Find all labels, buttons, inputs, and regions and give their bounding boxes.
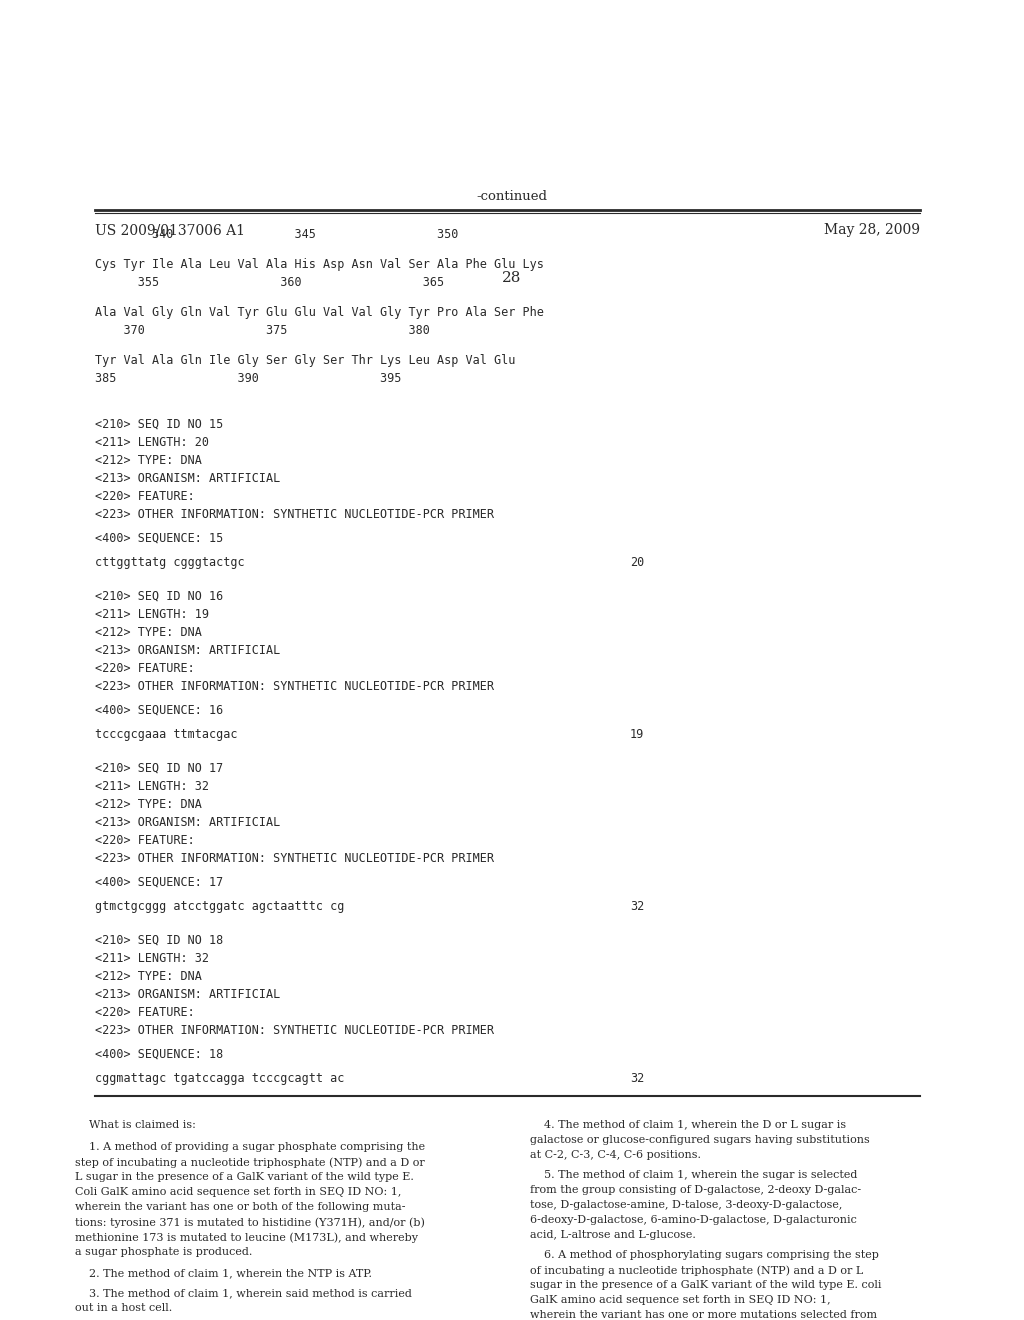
Text: <212> TYPE: DNA: <212> TYPE: DNA [95, 970, 202, 983]
Text: 3. The method of claim 1, wherein said method is carried: 3. The method of claim 1, wherein said m… [75, 1288, 412, 1298]
Text: <213> ORGANISM: ARTIFICIAL: <213> ORGANISM: ARTIFICIAL [95, 473, 281, 484]
Text: <210> SEQ ID NO 15: <210> SEQ ID NO 15 [95, 418, 223, 432]
Text: <213> ORGANISM: ARTIFICIAL: <213> ORGANISM: ARTIFICIAL [95, 987, 281, 1001]
Text: wherein the variant has one or more mutations selected from: wherein the variant has one or more muta… [530, 1309, 878, 1320]
Text: 32: 32 [630, 1072, 644, 1085]
Text: L sugar in the presence of a GalK variant of the wild type E.: L sugar in the presence of a GalK varian… [75, 1172, 414, 1181]
Text: 28: 28 [503, 271, 521, 285]
Text: 355                 360                 365: 355 360 365 [95, 276, 444, 289]
Text: <400> SEQUENCE: 17: <400> SEQUENCE: 17 [95, 876, 223, 888]
Text: <211> LENGTH: 19: <211> LENGTH: 19 [95, 609, 209, 620]
Text: tions: tyrosine 371 is mutated to histidine (Y371H), and/or (b): tions: tyrosine 371 is mutated to histid… [75, 1217, 425, 1228]
Text: <213> ORGANISM: ARTIFICIAL: <213> ORGANISM: ARTIFICIAL [95, 816, 281, 829]
Text: 340                 345                 350: 340 345 350 [95, 228, 459, 242]
Text: <213> ORGANISM: ARTIFICIAL: <213> ORGANISM: ARTIFICIAL [95, 644, 281, 657]
Text: cttggttatg cgggtactgc: cttggttatg cgggtactgc [95, 556, 245, 569]
Text: <212> TYPE: DNA: <212> TYPE: DNA [95, 626, 202, 639]
Text: Tyr Val Ala Gln Ile Gly Ser Gly Ser Thr Lys Leu Asp Val Glu: Tyr Val Ala Gln Ile Gly Ser Gly Ser Thr … [95, 354, 515, 367]
Text: <211> LENGTH: 20: <211> LENGTH: 20 [95, 436, 209, 449]
Text: <211> LENGTH: 32: <211> LENGTH: 32 [95, 952, 209, 965]
Text: 6-deoxy-D-galactose, 6-amino-D-galactose, D-galacturonic: 6-deoxy-D-galactose, 6-amino-D-galactose… [530, 1214, 857, 1225]
Text: at C-2, C-3, C-4, C-6 positions.: at C-2, C-3, C-4, C-6 positions. [530, 1150, 701, 1160]
Text: <212> TYPE: DNA: <212> TYPE: DNA [95, 454, 202, 467]
Text: <210> SEQ ID NO 17: <210> SEQ ID NO 17 [95, 762, 223, 775]
Text: Ala Val Gly Gln Val Tyr Glu Glu Val Val Gly Tyr Pro Ala Ser Phe: Ala Val Gly Gln Val Tyr Glu Glu Val Val … [95, 306, 544, 319]
Text: <223> OTHER INFORMATION: SYNTHETIC NUCLEOTIDE-PCR PRIMER: <223> OTHER INFORMATION: SYNTHETIC NUCLE… [95, 508, 494, 521]
Text: step of incubating a nucleotide triphosphate (NTP) and a D or: step of incubating a nucleotide triphosp… [75, 1158, 425, 1168]
Text: tose, D-galactose-amine, D-talose, 3-deoxy-D-galactose,: tose, D-galactose-amine, D-talose, 3-deo… [530, 1200, 843, 1210]
Text: wherein the variant has one or both of the following muta-: wherein the variant has one or both of t… [75, 1203, 406, 1212]
Text: Cys Tyr Ile Ala Leu Val Ala His Asp Asn Val Ser Ala Phe Glu Lys: Cys Tyr Ile Ala Leu Val Ala His Asp Asn … [95, 257, 544, 271]
Text: 20: 20 [630, 556, 644, 569]
Text: 19: 19 [630, 729, 644, 741]
Text: 4. The method of claim 1, wherein the D or L sugar is: 4. The method of claim 1, wherein the D … [530, 1119, 846, 1130]
Text: 2. The method of claim 1, wherein the NTP is ATP.: 2. The method of claim 1, wherein the NT… [75, 1269, 372, 1278]
Text: <211> LENGTH: 32: <211> LENGTH: 32 [95, 780, 209, 793]
Text: <223> OTHER INFORMATION: SYNTHETIC NUCLEOTIDE-PCR PRIMER: <223> OTHER INFORMATION: SYNTHETIC NUCLE… [95, 851, 494, 865]
Text: <210> SEQ ID NO 16: <210> SEQ ID NO 16 [95, 590, 223, 603]
Text: 6. A method of phosphorylating sugars comprising the step: 6. A method of phosphorylating sugars co… [530, 1250, 879, 1261]
Text: May 28, 2009: May 28, 2009 [824, 223, 920, 238]
Text: tcccgcgaaa ttmtacgac: tcccgcgaaa ttmtacgac [95, 729, 238, 741]
Text: Coli GalK amino acid sequence set forth in SEQ ID NO: 1,: Coli GalK amino acid sequence set forth … [75, 1187, 401, 1197]
Text: methionine 173 is mutated to leucine (M173L), and whereby: methionine 173 is mutated to leucine (M1… [75, 1232, 418, 1242]
Text: of incubating a nucleotide triphosphate (NTP) and a D or L: of incubating a nucleotide triphosphate … [530, 1265, 863, 1275]
Text: <220> FEATURE:: <220> FEATURE: [95, 663, 195, 675]
Text: from the group consisting of D-galactose, 2-deoxy D-galac-: from the group consisting of D-galactose… [530, 1185, 861, 1195]
Text: a sugar phosphate is produced.: a sugar phosphate is produced. [75, 1247, 252, 1257]
Text: out in a host cell.: out in a host cell. [75, 1303, 172, 1313]
Text: <400> SEQUENCE: 18: <400> SEQUENCE: 18 [95, 1048, 223, 1061]
Text: 1. A method of providing a sugar phosphate comprising the: 1. A method of providing a sugar phospha… [75, 1142, 425, 1152]
Text: US 2009/0137006 A1: US 2009/0137006 A1 [95, 223, 245, 238]
Text: -continued: -continued [476, 190, 548, 202]
Text: <223> OTHER INFORMATION: SYNTHETIC NUCLEOTIDE-PCR PRIMER: <223> OTHER INFORMATION: SYNTHETIC NUCLE… [95, 680, 494, 693]
Text: <400> SEQUENCE: 15: <400> SEQUENCE: 15 [95, 532, 223, 545]
Text: What is claimed is:: What is claimed is: [75, 1119, 196, 1130]
Text: <220> FEATURE:: <220> FEATURE: [95, 834, 195, 847]
Text: <400> SEQUENCE: 16: <400> SEQUENCE: 16 [95, 704, 223, 717]
Text: galactose or glucose-configured sugars having substitutions: galactose or glucose-configured sugars h… [530, 1135, 869, 1144]
Text: sugar in the presence of a GalK variant of the wild type E. coli: sugar in the presence of a GalK variant … [530, 1280, 882, 1290]
Text: 385                 390                 395: 385 390 395 [95, 372, 401, 385]
Text: 370                 375                 380: 370 375 380 [95, 323, 430, 337]
Text: <223> OTHER INFORMATION: SYNTHETIC NUCLEOTIDE-PCR PRIMER: <223> OTHER INFORMATION: SYNTHETIC NUCLE… [95, 1024, 494, 1038]
Text: <220> FEATURE:: <220> FEATURE: [95, 1006, 195, 1019]
Text: 32: 32 [630, 900, 644, 913]
Text: acid, L-altrose and L-glucose.: acid, L-altrose and L-glucose. [530, 1230, 696, 1239]
Text: <220> FEATURE:: <220> FEATURE: [95, 490, 195, 503]
Text: gtmctgcggg atcctggatc agctaatttc cg: gtmctgcggg atcctggatc agctaatttc cg [95, 900, 344, 913]
Text: <212> TYPE: DNA: <212> TYPE: DNA [95, 799, 202, 810]
Text: 5. The method of claim 1, wherein the sugar is selected: 5. The method of claim 1, wherein the su… [530, 1170, 857, 1180]
Text: <210> SEQ ID NO 18: <210> SEQ ID NO 18 [95, 935, 223, 946]
Text: cggmattagc tgatccagga tcccgcagtt ac: cggmattagc tgatccagga tcccgcagtt ac [95, 1072, 344, 1085]
Text: GalK amino acid sequence set forth in SEQ ID NO: 1,: GalK amino acid sequence set forth in SE… [530, 1295, 830, 1305]
